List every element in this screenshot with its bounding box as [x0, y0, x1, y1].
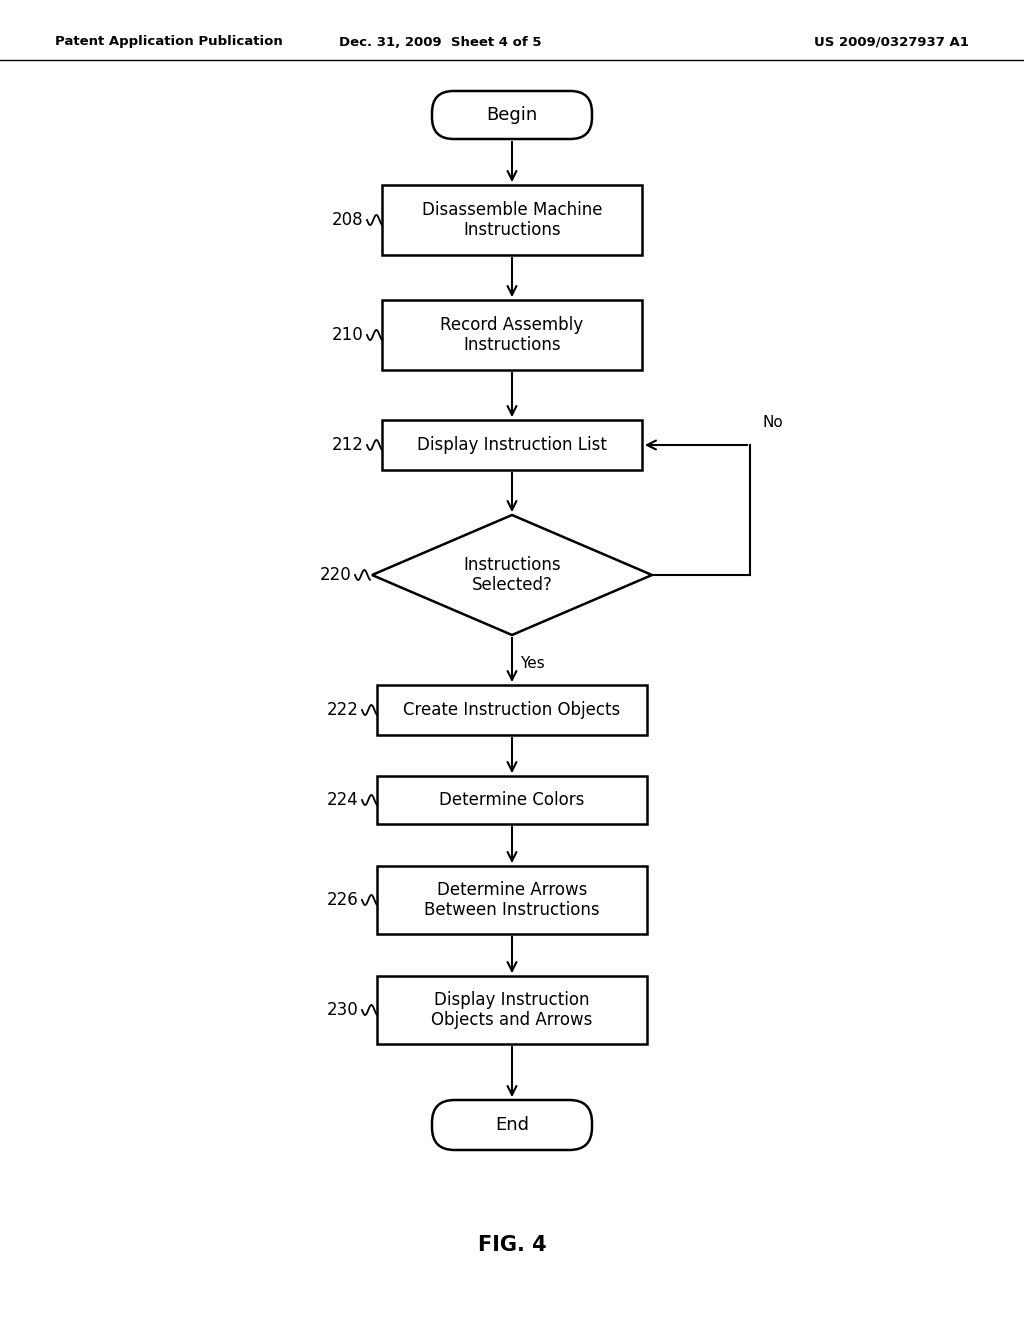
Text: FIG. 4: FIG. 4 [477, 1236, 547, 1255]
Text: Begin: Begin [486, 106, 538, 124]
Text: Patent Application Publication: Patent Application Publication [55, 36, 283, 49]
Polygon shape [372, 515, 652, 635]
Text: Display Instruction
Objects and Arrows: Display Instruction Objects and Arrows [431, 990, 593, 1030]
FancyBboxPatch shape [432, 1100, 592, 1150]
Text: No: No [762, 414, 782, 430]
Text: Instructions
Selected?: Instructions Selected? [463, 556, 561, 594]
Text: Create Instruction Objects: Create Instruction Objects [403, 701, 621, 719]
Text: 230: 230 [327, 1001, 358, 1019]
Bar [377, 975, 647, 1044]
Text: Disassemble Machine
Instructions: Disassemble Machine Instructions [422, 201, 602, 239]
Text: Determine Colors: Determine Colors [439, 791, 585, 809]
Text: 224: 224 [327, 791, 358, 809]
Text: Display Instruction List: Display Instruction List [417, 436, 607, 454]
Text: 220: 220 [319, 566, 352, 583]
Bar [377, 776, 647, 824]
Text: US 2009/0327937 A1: US 2009/0327937 A1 [814, 36, 969, 49]
Text: End: End [495, 1115, 529, 1134]
Text: 208: 208 [332, 211, 364, 228]
Text: 226: 226 [327, 891, 358, 909]
Text: 222: 222 [327, 701, 358, 719]
Text: Dec. 31, 2009  Sheet 4 of 5: Dec. 31, 2009 Sheet 4 of 5 [339, 36, 542, 49]
Text: 210: 210 [332, 326, 364, 345]
Bar [382, 185, 642, 255]
Text: 212: 212 [332, 436, 364, 454]
Bar [377, 866, 647, 935]
FancyBboxPatch shape [432, 91, 592, 139]
FancyBboxPatch shape [432, 91, 592, 139]
Bar [382, 420, 642, 470]
Text: Yes: Yes [520, 656, 545, 671]
FancyBboxPatch shape [432, 1100, 592, 1150]
Bar [377, 685, 647, 735]
Text: Record Assembly
Instructions: Record Assembly Instructions [440, 315, 584, 354]
Bar [382, 300, 642, 370]
Text: Determine Arrows
Between Instructions: Determine Arrows Between Instructions [424, 880, 600, 920]
